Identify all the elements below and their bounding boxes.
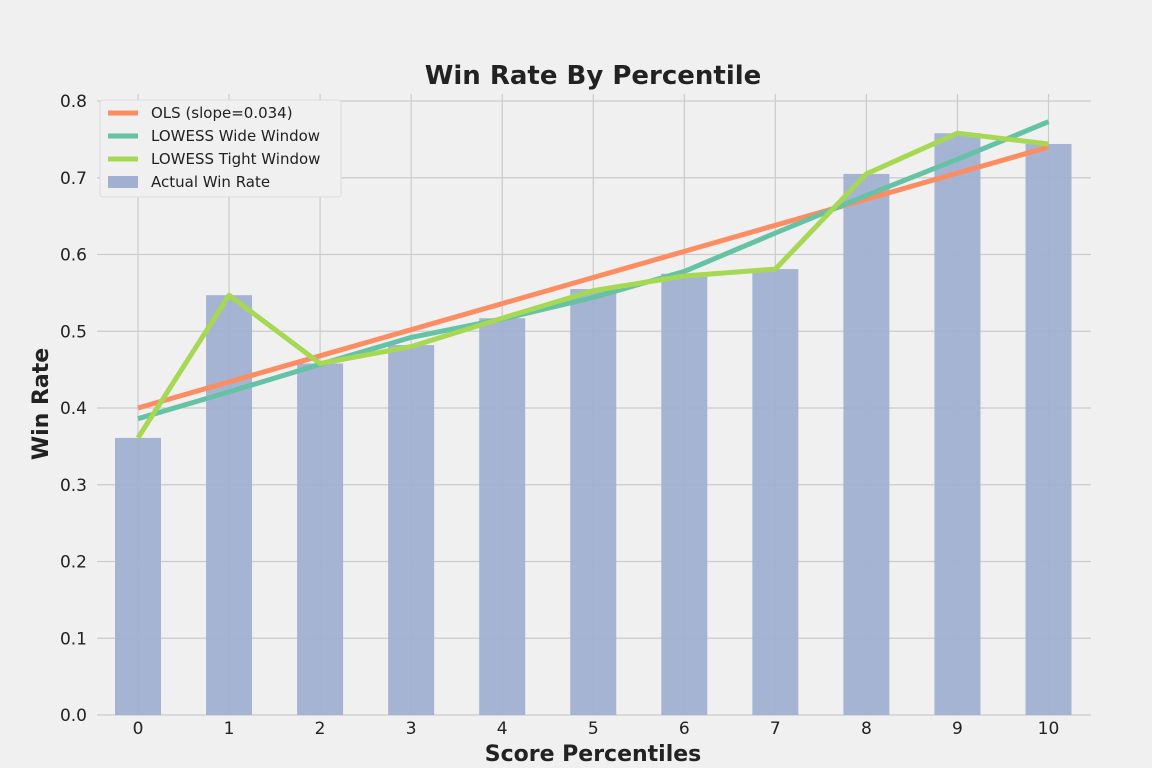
bar-actual-win-rate [934, 133, 981, 716]
y-tick-label: 0.4 [60, 399, 87, 419]
bar-series [115, 133, 1072, 716]
y-tick-label: 0.5 [60, 322, 87, 342]
y-tick-label: 0.2 [60, 553, 87, 573]
bar-actual-win-rate [1025, 143, 1072, 716]
x-axis-label: Score Percentiles [485, 742, 702, 767]
legend: OLS (slope=0.034) LOWESS Wide Window LOWES… [99, 99, 342, 198]
line-lowess-wide-window [137, 119, 1050, 422]
x-tick-label: 8 [861, 719, 872, 739]
line-series [135, 119, 1050, 440]
x-tick-label: 10 [1038, 719, 1060, 739]
bar-actual-win-rate [479, 318, 526, 715]
bar-actual-win-rate [115, 437, 161, 715]
chart-title: Win Rate By Percentile [425, 61, 762, 91]
y-tick-label: 0.8 [60, 92, 87, 112]
bar-actual-win-rate [752, 269, 799, 715]
x-axis-ticks: 0 1 2 3 4 5 6 7 8 9 10 [133, 719, 1060, 739]
y-tick-label: 0.1 [60, 629, 87, 649]
y-tick-label: 0.6 [60, 246, 87, 266]
x-tick-label: 3 [406, 719, 417, 739]
x-tick-label: 1 [224, 719, 235, 739]
bar-actual-win-rate [661, 273, 708, 715]
legend-label-lowess-tight-window: LOWESS Tight Window [151, 150, 320, 168]
y-axis-ticks: 0.0 0.1 0.2 0.3 0.4 0.5 0.6 0.7 0.8 [60, 92, 87, 726]
line-lowess-tight-window [135, 130, 1049, 440]
legend-label-actual-win-rate: Actual Win Rate [151, 173, 270, 191]
x-tick-label: 4 [497, 719, 508, 739]
bar-actual-win-rate [570, 289, 617, 715]
x-tick-label: 9 [952, 719, 963, 739]
x-tick-label: 6 [679, 719, 690, 739]
y-tick-label: 0.3 [60, 476, 87, 496]
legend-swatch-actual-win-rate [108, 176, 138, 188]
y-tick-label: 0.0 [60, 706, 87, 726]
x-tick-label: 2 [315, 719, 326, 739]
y-tick-label: 0.7 [60, 169, 87, 189]
legend-box [99, 99, 342, 198]
bar-actual-win-rate [388, 345, 435, 715]
bar-actual-win-rate [843, 173, 890, 716]
legend-label-lowess-wide-window: LOWESS Wide Window [151, 127, 320, 145]
x-tick-label: 5 [588, 719, 599, 739]
line-ols-slope-0-034 [137, 144, 1050, 411]
x-tick-label: 0 [133, 719, 144, 739]
bar-actual-win-rate [206, 295, 253, 715]
y-axis-label: Win Rate [29, 348, 54, 460]
legend-label-ols-slope-0-034: OLS (slope=0.034) [151, 104, 293, 122]
bar-actual-win-rate [297, 363, 344, 715]
x-tick-label: 7 [770, 719, 781, 739]
